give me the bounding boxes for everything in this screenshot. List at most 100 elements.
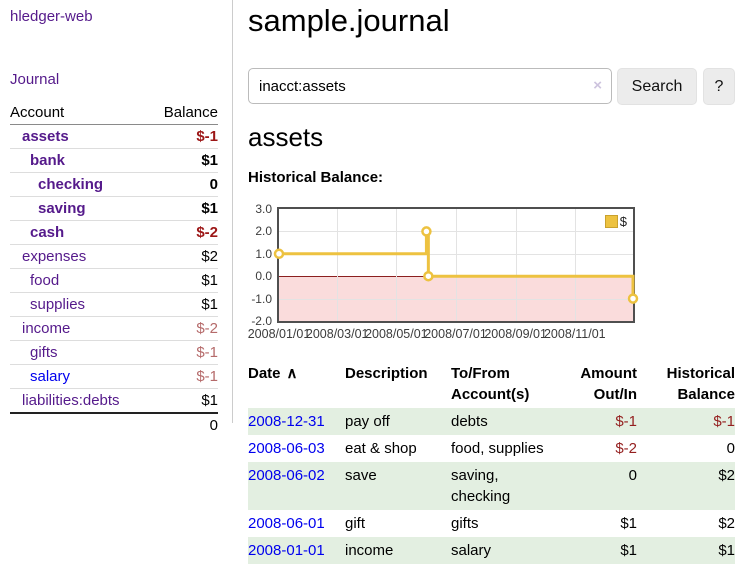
- x-tick-label: 2008/11/01: [543, 327, 606, 341]
- chart-title: Historical Balance:: [248, 169, 384, 186]
- v-gridline: [396, 209, 398, 321]
- accounts-total-row: 0: [10, 412, 218, 437]
- x-tick-label: 2008/05/01: [365, 327, 428, 341]
- register-cell-accounts: salary: [451, 542, 492, 559]
- y-tick-label: 2.0: [255, 224, 272, 239]
- register-cell-balance: $2: [718, 467, 735, 484]
- account-link-supplies[interactable]: supplies: [30, 296, 86, 313]
- x-tick-label: 2008/01/01: [247, 327, 311, 341]
- data-point-marker[interactable]: [627, 293, 639, 304]
- account-row: supplies $1: [10, 292, 218, 317]
- register-cell-amount: $1: [620, 515, 637, 532]
- page-title: sample.journal: [248, 3, 450, 38]
- y-tick-label: 0.0: [255, 269, 272, 284]
- x-tick-label: 2008/07/01: [424, 327, 487, 341]
- balance-step-line: [273, 226, 639, 304]
- account-balance: $-2: [149, 220, 218, 245]
- transaction-date-link[interactable]: 2008-06-03: [248, 440, 325, 457]
- register-cell-balance: $1: [718, 542, 735, 559]
- register-cell-balance: 0: [726, 440, 735, 457]
- account-link-cash[interactable]: cash: [30, 224, 65, 241]
- register-col-date[interactable]: Date ∧: [248, 365, 298, 382]
- account-row: food $1: [10, 268, 218, 293]
- brand-link[interactable]: hledger-web: [10, 8, 93, 25]
- account-row: gifts $-1: [10, 340, 218, 365]
- account-balance: $-1: [149, 124, 218, 149]
- account-link-bank[interactable]: bank: [30, 152, 66, 169]
- search-button[interactable]: Search: [617, 68, 697, 105]
- data-point-marker[interactable]: [421, 226, 432, 237]
- account-balance: $2: [149, 244, 218, 269]
- search-bar: × Search ?: [248, 68, 742, 106]
- register-cell-date: 2008-06-03: [248, 435, 345, 462]
- transaction-date-link[interactable]: 2008-06-01: [248, 515, 325, 532]
- data-point-marker[interactable]: [273, 248, 285, 260]
- v-gridline: [455, 209, 457, 321]
- register-col-description: Description: [345, 365, 428, 382]
- register-table: Date ∧ Description To/From Account(s) Amount…: [248, 358, 735, 564]
- transaction-date-link[interactable]: 2008-01-01: [248, 542, 325, 559]
- y-tick-label: -2.0: [251, 314, 272, 328]
- account-row: saving $1: [10, 196, 218, 221]
- account-link-income[interactable]: income: [22, 320, 71, 337]
- help-button[interactable]: ?: [703, 68, 735, 105]
- transaction-date-link[interactable]: 2008-12-31: [248, 413, 325, 430]
- sort-ascending-icon: ∧: [286, 365, 298, 382]
- account-balance: 0: [149, 172, 218, 197]
- data-point-marker[interactable]: [423, 270, 434, 282]
- register-col-historical: Historical Balance: [666, 365, 735, 403]
- transaction-date-link[interactable]: 2008-06-02: [248, 467, 325, 484]
- v-gridline: [515, 209, 517, 321]
- register-row: 2008-06-02 save saving, checking 0 $2: [248, 462, 735, 510]
- register-cell-amount: 0: [628, 467, 637, 484]
- register-cell-accounts: gifts: [451, 515, 479, 532]
- register-cell-balance: $2: [718, 515, 735, 532]
- account-row: checking 0: [10, 172, 218, 197]
- sidebar-item-journal[interactable]: Journal: [10, 71, 60, 88]
- register-col-tofrom: To/From Account(s): [451, 365, 530, 403]
- register-cell-description: save: [345, 467, 377, 484]
- register-cell-date: 2008-06-02: [248, 462, 345, 510]
- register-cell-date: 2008-01-01: [248, 537, 345, 564]
- register-cell-description: income: [345, 542, 394, 559]
- register-cell-balance: $-1: [713, 413, 735, 430]
- account-balance: $1: [201, 392, 218, 409]
- register-col-amount: Amount Out/In: [580, 365, 637, 403]
- search-input[interactable]: [249, 69, 589, 103]
- register-cell-accounts: food, supplies: [451, 440, 544, 457]
- account-link-salary[interactable]: salary: [30, 368, 71, 385]
- account-row: salary $-1: [10, 364, 218, 389]
- chart-plot-area[interactable]: $: [273, 207, 639, 323]
- legend-label: $: [619, 214, 627, 229]
- register-row: 2008-12-31 pay off debts $-1 $-1: [248, 408, 735, 435]
- account-balance: $1: [149, 268, 218, 293]
- x-tick-label: 2008/03/01: [305, 327, 369, 341]
- account-row: assets $-1: [10, 124, 218, 149]
- account-link-checking[interactable]: checking: [38, 176, 104, 193]
- historical-balance-chart[interactable]: $ 2008/01/01 2008/03/01 2008/05/01 2008/07/…: [248, 200, 668, 345]
- sidebar: hledger-web Journal Account Balance asse…: [0, 0, 233, 437]
- accounts-col-account: Account: [10, 101, 150, 125]
- account-link-assets[interactable]: assets: [22, 128, 69, 145]
- account-link-expenses[interactable]: expenses: [22, 248, 87, 265]
- y-tick-label: 3.0: [255, 202, 272, 216]
- register-cell-accounts: debts: [451, 413, 488, 430]
- account-balance: $1: [149, 148, 218, 173]
- v-gridline: [574, 209, 576, 321]
- account-link-saving[interactable]: saving: [38, 200, 86, 217]
- chart-legend: $: [603, 214, 628, 229]
- clear-search-icon[interactable]: ×: [593, 77, 602, 94]
- y-tick-label: 1.0: [255, 246, 272, 261]
- register-row: 2008-06-01 gift gifts $1 $2: [248, 510, 735, 537]
- account-link-gifts[interactable]: gifts: [30, 344, 58, 361]
- legend-swatch: [604, 215, 618, 228]
- account-balance: $1: [149, 196, 218, 221]
- register-cell-amount: $1: [620, 542, 637, 559]
- account-link-liabilities-debts[interactable]: liabilities:debts: [22, 392, 120, 409]
- account-balance: $-1: [149, 340, 218, 365]
- account-link-food[interactable]: food: [30, 272, 60, 289]
- register-cell-description: pay off: [345, 413, 390, 430]
- register-row: 2008-01-01 income salary $1 $1: [248, 537, 735, 564]
- accounts-total-value: 0: [149, 412, 218, 437]
